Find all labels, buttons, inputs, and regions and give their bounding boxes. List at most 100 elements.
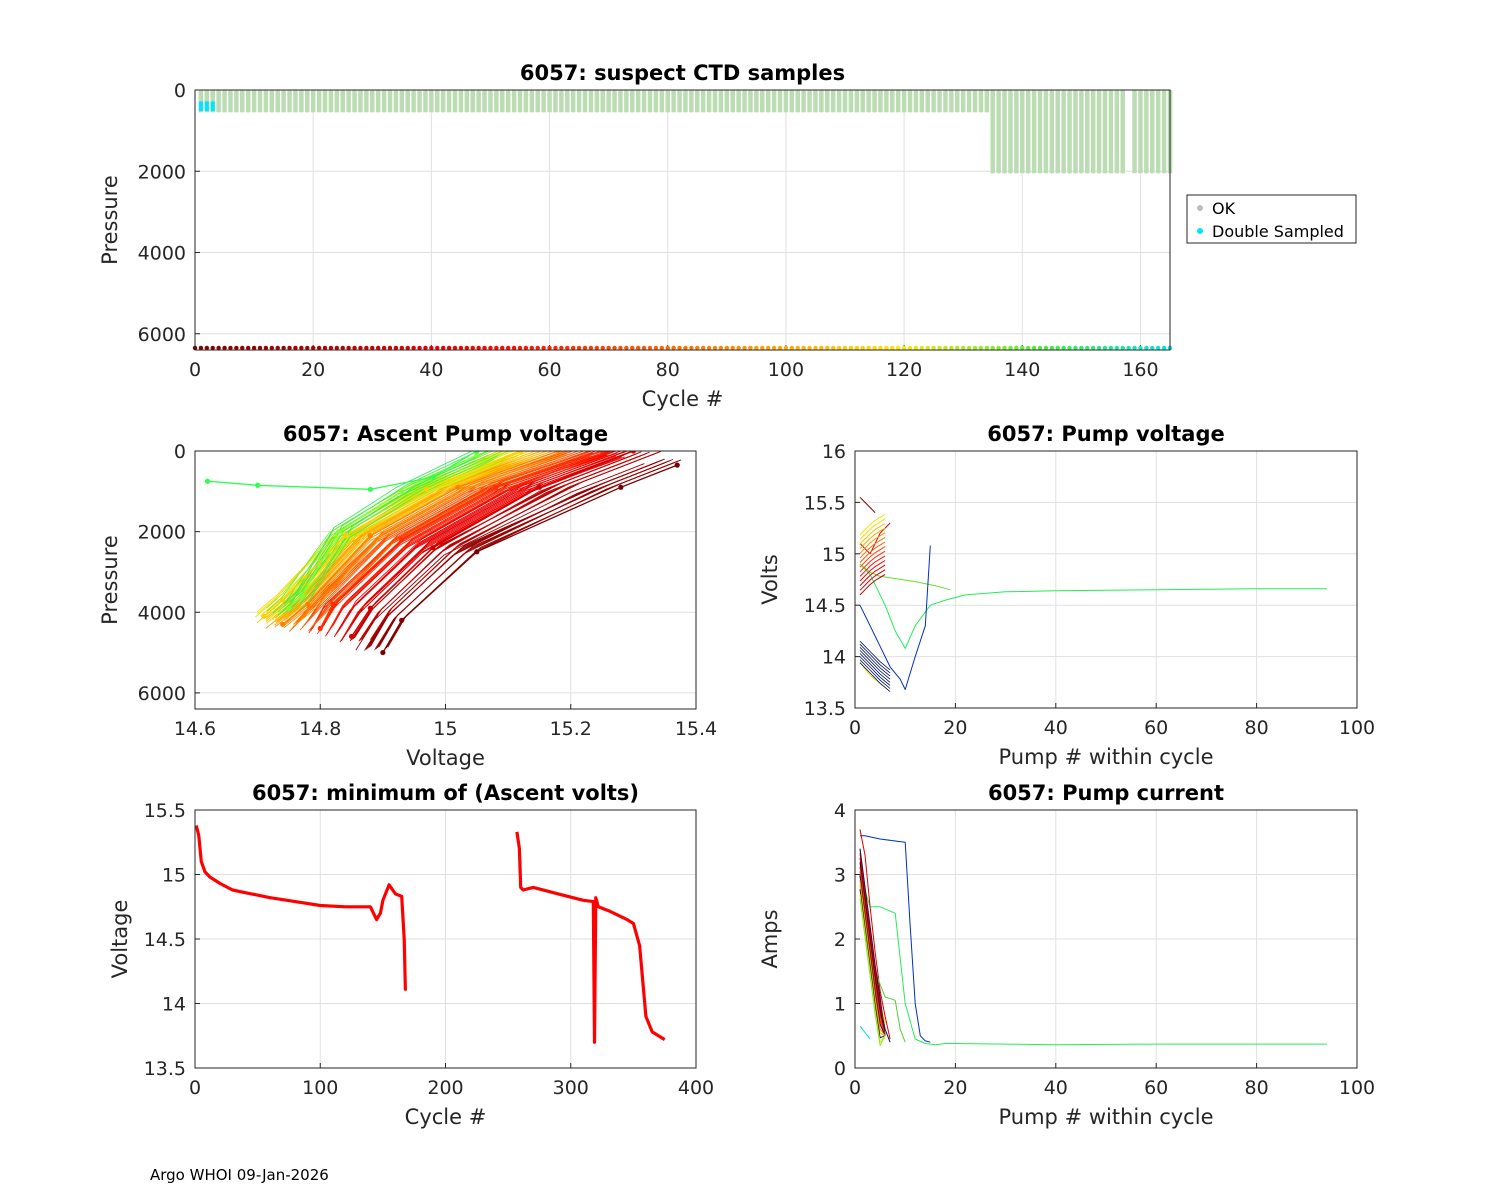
cycle-marker xyxy=(1138,345,1143,351)
ascent-sample-point xyxy=(336,529,342,535)
cycle-marker xyxy=(742,345,747,351)
ascent-profile-line xyxy=(358,455,641,642)
cycle-marker xyxy=(370,345,375,351)
cycle-marker xyxy=(706,345,712,351)
cycle-marker xyxy=(718,345,724,351)
cycle-marker xyxy=(1114,345,1120,351)
pumpvolt-cycle-line xyxy=(859,644,891,674)
minvolt-y-tick-label: 15.5 xyxy=(144,800,186,822)
cycle-marker xyxy=(1079,345,1084,351)
cycle-marker xyxy=(653,345,659,351)
ascent-title: 6057: Ascent Pump voltage xyxy=(283,422,608,446)
ascent-sample-point xyxy=(317,625,323,631)
suspect-x-tick-label: 60 xyxy=(537,359,561,381)
pumpvolt-cycle-line xyxy=(859,536,886,559)
cycle-marker xyxy=(316,345,322,351)
ascent-sample-point xyxy=(330,601,336,607)
pumpvolt-x-tick-label: 0 xyxy=(849,717,861,739)
cycle-marker xyxy=(553,345,558,351)
cycle-marker xyxy=(984,345,990,351)
suspect-ctd-plot: 0 20 40 60 80 100 120 140 160 0 2000 4000 6000 6057: … xyxy=(98,61,1173,411)
cycle-marker xyxy=(895,345,901,351)
pumpvolt-cycle-line xyxy=(859,527,886,550)
cycle-marker xyxy=(872,345,877,351)
cycle-marker xyxy=(1002,345,1007,351)
ascent-sample-point xyxy=(367,605,373,611)
cycle-marker xyxy=(1085,345,1090,351)
ascent-sample-point xyxy=(399,537,405,543)
pumpvolt-cycle-line xyxy=(859,569,886,591)
cycle-marker xyxy=(281,345,286,351)
cycle-marker xyxy=(730,345,735,351)
pumpvolt-series-line xyxy=(859,545,931,690)
ascent-sample-point xyxy=(261,613,267,619)
suspect-y-axis-label: Pressure xyxy=(98,175,122,265)
minvolt-x-tick-label: 0 xyxy=(189,1077,201,1099)
suspect-x-tick-label: 140 xyxy=(1004,359,1040,381)
pump-voltage-plot: 0 20 40 60 80 100 13.5 14 14.5 15 15.5 16 6057: Pump… xyxy=(758,422,1375,769)
cycle-marker xyxy=(771,345,777,351)
cycle-marker xyxy=(1037,345,1043,351)
legend-label-ok: OK xyxy=(1212,199,1236,218)
cycle-marker xyxy=(399,345,405,351)
ascent-profile-line xyxy=(283,455,557,629)
pumpvolt-cycle-line xyxy=(859,659,891,689)
cycle-marker xyxy=(659,345,665,351)
cycle-marker xyxy=(257,345,263,351)
ascent-profile-line xyxy=(283,451,472,605)
cycle-marker xyxy=(1014,345,1019,351)
cycle-marker xyxy=(375,345,381,351)
ascent-sample-point xyxy=(367,533,373,539)
cycle-marker xyxy=(848,345,854,351)
ascent-x-tick-label: 15.2 xyxy=(550,718,592,740)
suspect-x-tick-label: 160 xyxy=(1122,359,1158,381)
suspect-x-tick-label: 80 xyxy=(656,359,680,381)
pumpcur-x-tick-label: 40 xyxy=(1044,1077,1068,1099)
pumpvolt-x-tick-label: 80 xyxy=(1245,717,1269,739)
suspect-title: 6057: suspect CTD samples xyxy=(520,61,845,85)
cycle-marker xyxy=(890,345,895,351)
cycle-marker xyxy=(535,345,540,351)
cycle-marker xyxy=(547,345,552,351)
ascent-sample-point xyxy=(536,484,543,490)
pumpcur-cycle-line xyxy=(859,857,886,1036)
pumpvolt-y-tick-label: 13.5 xyxy=(804,698,846,720)
minvolt-y-axis-label: Voltage xyxy=(108,900,132,979)
cycle-marker xyxy=(842,345,848,351)
minvolt-x-tick-label: 100 xyxy=(302,1077,338,1099)
pumpvolt-cycle-line xyxy=(859,656,891,686)
cycle-marker xyxy=(789,345,795,351)
cycle-marker xyxy=(830,345,836,351)
cycle-marker xyxy=(907,345,913,351)
ascent-sample-point xyxy=(430,545,436,551)
cycle-marker xyxy=(801,345,806,351)
cycle-marker xyxy=(417,345,422,351)
cycle-marker xyxy=(299,345,304,351)
cycle-marker xyxy=(825,345,830,351)
cycle-marker xyxy=(795,345,800,351)
cycle-marker xyxy=(393,345,399,351)
cycle-marker xyxy=(1132,345,1137,351)
ascent-profile-line xyxy=(288,456,567,632)
suspect-y-tick-label: 2000 xyxy=(138,161,186,183)
ascent-sample-point xyxy=(430,474,436,480)
pumpvolt-cycle-line xyxy=(859,550,886,573)
pumpvolt-cycle-line xyxy=(859,650,891,680)
cycle-marker xyxy=(488,345,493,351)
ascent-sample-point xyxy=(674,462,680,468)
pumpvolt-cycle-line xyxy=(859,532,886,554)
suspect-x-tick-label: 20 xyxy=(301,359,325,381)
ascent-sample-point xyxy=(298,593,305,599)
pumpcur-cycle-line xyxy=(859,880,886,1037)
cycle-marker xyxy=(819,345,824,351)
minvolt-x-axis-label: Cycle # xyxy=(405,1105,487,1129)
cycle-marker xyxy=(635,345,641,351)
cycle-marker xyxy=(358,345,363,351)
ascent-sample-point xyxy=(474,549,480,555)
cycle-marker xyxy=(482,345,487,351)
cycle-marker xyxy=(1155,345,1161,351)
pumpvolt-cycle-line xyxy=(859,555,886,577)
ascent-sample-point xyxy=(455,484,461,490)
cycle-marker xyxy=(777,345,783,351)
ascent-profiles xyxy=(204,451,682,656)
